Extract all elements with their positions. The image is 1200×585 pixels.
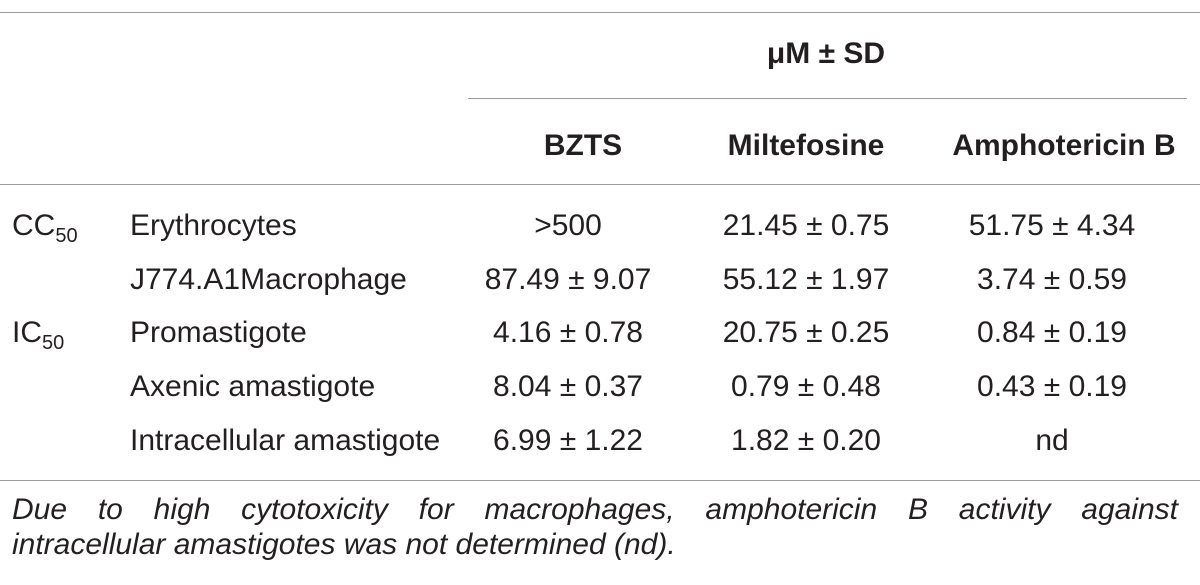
cell-bzts: >500 xyxy=(534,209,602,242)
column-header-amphotericin-b: Amphotericin B xyxy=(952,129,1176,162)
row-label: Axenic amastigote xyxy=(130,370,376,403)
row-label: Erythrocytes xyxy=(130,209,297,242)
row-label: Promastigote xyxy=(130,316,307,349)
footnote-line: Due to high cytotoxicity for macrophages… xyxy=(12,493,1178,526)
table-footnote: Due to high cytotoxicity for macrophages… xyxy=(12,492,1178,562)
spanning-header-rule xyxy=(468,98,1187,99)
column-header-miltefosine: Miltefosine xyxy=(727,129,885,162)
group-label-cc50: CC50 xyxy=(12,209,78,247)
row-label: J774.A1Macrophage xyxy=(130,263,407,296)
row-label: Intracellular amastigote xyxy=(130,424,441,457)
cell-amphotericin-b: 3.74 ± 0.59 xyxy=(977,263,1127,296)
cell-amphotericin-b: 0.43 ± 0.19 xyxy=(977,370,1127,403)
cell-miltefosine: 21.45 ± 0.75 xyxy=(722,209,890,242)
group-label-ic50: IC50 xyxy=(12,316,65,354)
cell-bzts: 4.16 ± 0.78 xyxy=(493,316,643,349)
spanning-header: μM ± SD xyxy=(766,37,886,70)
header-bottom-rule xyxy=(0,184,1200,185)
cell-amphotericin-b: nd xyxy=(1035,424,1069,457)
table-bottom-rule xyxy=(0,480,1200,481)
cell-bzts: 6.99 ± 1.22 xyxy=(493,424,643,457)
cell-amphotericin-b: 51.75 ± 4.34 xyxy=(968,209,1136,242)
cell-bzts: 8.04 ± 0.37 xyxy=(493,370,643,403)
cell-miltefosine: 0.79 ± 0.48 xyxy=(731,370,881,403)
cell-amphotericin-b: 0.84 ± 0.19 xyxy=(977,316,1127,349)
cell-miltefosine: 55.12 ± 1.97 xyxy=(722,263,890,296)
table-top-rule xyxy=(0,12,1200,13)
cell-miltefosine: 20.75 ± 0.25 xyxy=(722,316,890,349)
column-header-bzts: BZTS xyxy=(543,129,623,162)
cell-bzts: 87.49 ± 9.07 xyxy=(484,263,652,296)
footnote-line: intracellular amastigotes was not determ… xyxy=(12,528,676,561)
cell-miltefosine: 1.82 ± 0.20 xyxy=(731,424,881,457)
